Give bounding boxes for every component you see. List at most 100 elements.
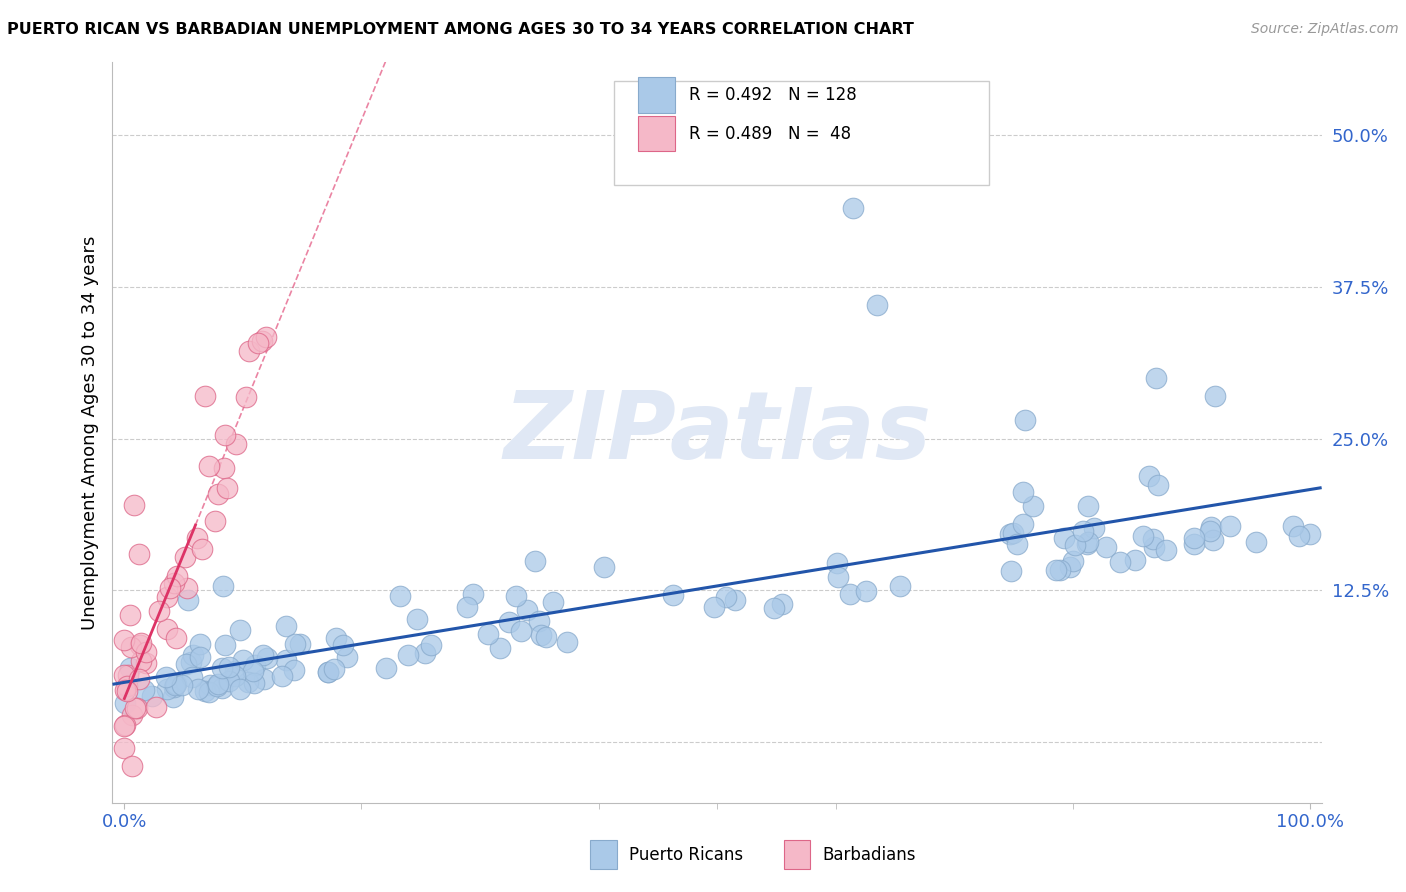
Point [1244,534,1267,549]
Point [243,676,266,690]
Text: PUERTO RICAN VS BARBADIAN UNEMPLOYMENT AMONG AGES 30 TO 34 YEARS CORRELATION CHA: PUERTO RICAN VS BARBADIAN UNEMPLOYMENT A… [7,22,914,37]
Point [174,657,197,671]
Point [889,579,911,593]
Point [323,663,346,677]
Bar [591,840,617,870]
Point [825,556,848,570]
Point [866,298,889,312]
Point [121,759,143,773]
Point [114,719,136,733]
Point [215,481,238,495]
Point [198,458,221,473]
Point [1288,529,1310,543]
Point [181,648,204,663]
Point [505,589,527,603]
Point [1142,533,1164,547]
Bar [783,840,810,870]
Point [1077,534,1099,549]
Point [135,645,157,659]
Point [124,700,146,714]
Point [406,612,429,626]
Point [114,696,136,710]
Bar [638,116,675,152]
Point [288,636,311,650]
Point [180,655,202,669]
Point [413,646,436,660]
Point [1202,533,1225,547]
Point [120,640,142,654]
Point [115,679,138,693]
Point [188,649,211,664]
Point [225,437,247,451]
Point [129,654,152,668]
Point [1053,531,1076,545]
Point [170,678,193,692]
Point [1012,517,1035,532]
Point [205,679,228,693]
Point [252,648,274,662]
Point [1144,371,1167,385]
Point [662,588,685,602]
Point [842,201,865,215]
Point [1182,531,1205,545]
Text: R = 0.492   N = 128: R = 0.492 N = 128 [689,86,858,104]
Point [211,579,233,593]
Point [218,660,240,674]
Point [129,636,152,650]
Point [1059,559,1081,574]
Point [488,640,510,655]
Point [1298,526,1320,541]
Point [1083,521,1105,535]
Point [723,593,745,607]
Point [187,682,209,697]
Point [191,541,214,556]
Point [375,660,398,674]
Point [214,428,236,442]
Point [211,681,233,695]
Point [125,701,148,715]
Point [1282,518,1305,533]
Point [536,630,558,644]
Point [530,628,553,642]
Point [827,570,849,584]
Point [456,600,478,615]
Point [284,637,307,651]
Point [218,673,240,688]
Point [236,675,259,690]
Point [283,663,305,677]
Point [555,635,578,649]
Point [1000,564,1022,578]
Point [253,673,276,687]
Point [252,334,274,348]
Point [211,661,233,675]
Point [174,550,197,565]
Point [214,638,236,652]
Point [254,329,277,343]
Point [1022,499,1045,513]
Point [498,615,520,629]
Point [396,648,419,662]
Point [1219,518,1241,533]
Point [120,661,142,675]
Point [276,653,298,667]
Point [128,547,150,561]
Point [132,682,155,697]
Point [1108,555,1130,569]
Point [593,559,616,574]
Point [714,590,737,604]
Point [1077,500,1099,514]
Point [839,587,862,601]
Point [112,668,135,682]
Point [238,344,260,359]
Point [703,599,725,614]
Point [129,638,152,652]
Point [1005,537,1028,551]
Point [1049,563,1071,577]
Bar [638,78,675,112]
Point [235,390,257,404]
Point [181,670,204,684]
Point [163,576,186,591]
Point [165,678,187,692]
Point [770,597,793,611]
Point [336,649,359,664]
